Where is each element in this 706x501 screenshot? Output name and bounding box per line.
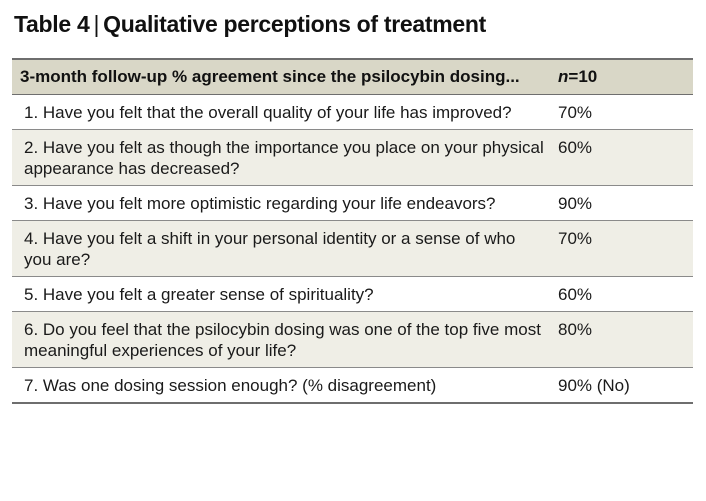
- table-row: 2. Have you felt as though the importanc…: [12, 129, 693, 186]
- row-question: 6. Do you feel that the psilocybin dosin…: [12, 311, 554, 368]
- row-value: 90% (No): [554, 367, 693, 404]
- title-separator: |: [93, 11, 100, 37]
- row-question: 3. Have you felt more optimistic regardi…: [12, 185, 554, 221]
- header-sample-size: n=10: [554, 58, 693, 95]
- row-question: 5. Have you felt a greater sense of spir…: [12, 276, 554, 312]
- row-question: 4. Have you felt a shift in your persona…: [12, 220, 554, 277]
- row-value: 60%: [554, 276, 693, 312]
- table-row: 1. Have you felt that the overall qualit…: [12, 94, 693, 130]
- row-value: 70%: [554, 94, 693, 130]
- table-row: 5. Have you felt a greater sense of spir…: [12, 276, 693, 312]
- table-row: 6. Do you feel that the psilocybin dosin…: [12, 311, 693, 368]
- header-n-value: =10: [568, 67, 598, 86]
- table-number: Table 4: [14, 11, 90, 37]
- table-row: 7. Was one dosing session enough? (% dis…: [12, 367, 693, 404]
- row-question: 1. Have you felt that the overall qualit…: [12, 94, 554, 130]
- table-row: 4. Have you felt a shift in your persona…: [12, 220, 693, 277]
- header-question: 3-month follow-up % agreement since the …: [12, 58, 554, 95]
- row-question: 7. Was one dosing session enough? (% dis…: [12, 367, 554, 404]
- row-value: 90%: [554, 185, 693, 221]
- table-title: Table 4 | Qualitative perceptions of treat…: [14, 10, 692, 38]
- row-value: 80%: [554, 311, 693, 368]
- table-caption: Qualitative perceptions of treatment: [103, 11, 486, 37]
- table-header-row: 3-month follow-up % agreement since the …: [12, 58, 693, 95]
- perceptions-table: 3-month follow-up % agreement since the …: [12, 58, 693, 404]
- row-value: 60%: [554, 129, 693, 186]
- header-n-label: n: [558, 67, 569, 86]
- row-question: 2. Have you felt as though the importanc…: [12, 129, 554, 186]
- table-row: 3. Have you felt more optimistic regardi…: [12, 185, 693, 221]
- row-value: 70%: [554, 220, 693, 277]
